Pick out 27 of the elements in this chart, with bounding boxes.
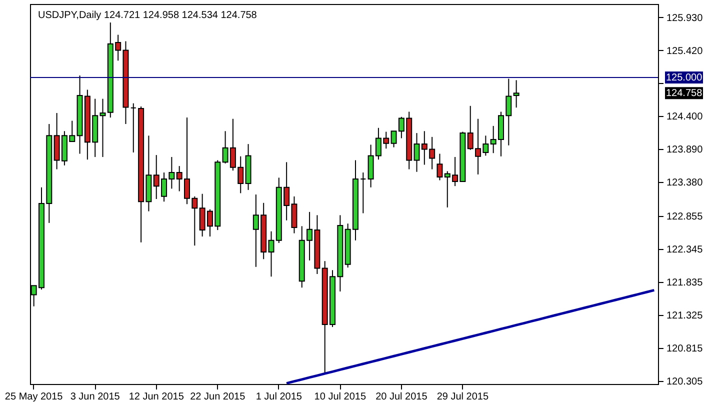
candlestick xyxy=(360,172,366,214)
y-tick-label: 122.855 xyxy=(666,212,704,223)
y-tick-label: 123.380 xyxy=(666,178,704,189)
candlestick xyxy=(513,80,520,108)
x-tick-label: 1 Jul 2015 xyxy=(256,392,302,402)
x-tick-label: 12 Jun 2015 xyxy=(128,392,184,402)
y-tick-label: 125.930 xyxy=(666,12,704,24)
x-tick-label: 25 May 2015 xyxy=(4,392,64,402)
text: USDJPY,Daily 124.721 124.958 124.534 124.758 xyxy=(38,10,258,21)
candlestick xyxy=(130,102,136,153)
x-tick-label: 10 Jul 2015 xyxy=(314,392,366,402)
candlestick xyxy=(436,153,443,181)
y-tick-label: 120.305 xyxy=(666,376,704,388)
y-tick-label: 123.890 xyxy=(666,144,704,156)
y-tick-label: 122.345 xyxy=(666,244,704,256)
x-tick-label: 3 Jun 2015 xyxy=(70,392,120,402)
text: 124.758 xyxy=(666,88,703,100)
y-tick-label: 121.835 xyxy=(666,278,704,289)
y-tick-label: 125.420 xyxy=(666,46,704,57)
y-tick-label: 124.400 xyxy=(666,112,704,123)
ref-line-label: 125.000 xyxy=(666,72,703,84)
x-tick-label: 22 Jun 2015 xyxy=(190,392,246,402)
x-tick-label: 20 Jul 2015 xyxy=(376,392,428,402)
y-tick-label: 120.815 xyxy=(666,344,704,355)
line-series xyxy=(285,288,656,385)
y-tick-label: 121.325 xyxy=(666,310,704,322)
x-tick-label: 29 Jul 2015 xyxy=(436,392,489,402)
